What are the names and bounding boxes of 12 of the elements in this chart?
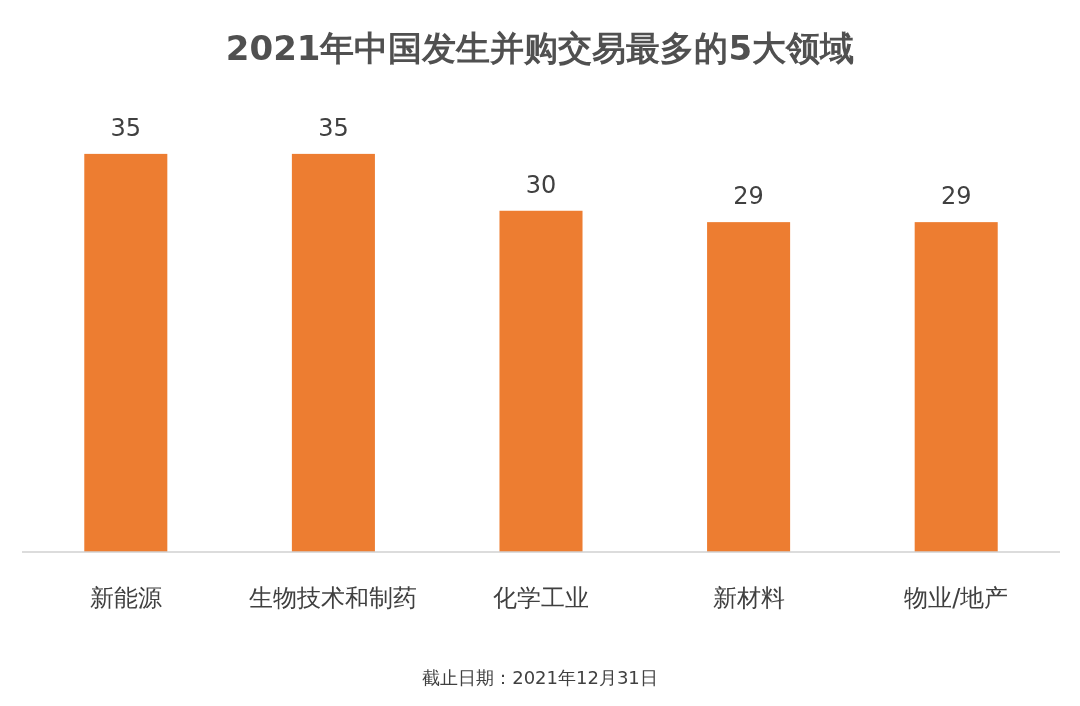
data-label: 29 [940, 182, 972, 211]
chart-title: 2021年中国发生并购交易最多的5大领域 [225, 28, 855, 68]
x-tick-label: 化学工业 [493, 584, 589, 612]
x-tick-label: 物业/地产 [904, 584, 1009, 612]
text: 截止日期：2021年12月31日 [422, 667, 658, 688]
x-tick-label: 新能源 [89, 584, 162, 612]
data-label: 29 [733, 182, 764, 211]
x-tick-label: 生物技术和制药 [249, 584, 418, 612]
data-label: 30 [525, 170, 557, 199]
data-label: 35 [318, 113, 349, 142]
data-label: 35 [110, 113, 142, 142]
x-tick-label: 新材料 [712, 584, 785, 612]
